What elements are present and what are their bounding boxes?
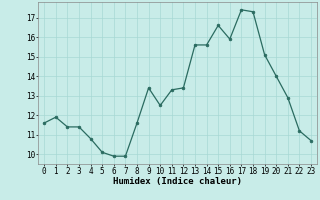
X-axis label: Humidex (Indice chaleur): Humidex (Indice chaleur)	[113, 177, 242, 186]
